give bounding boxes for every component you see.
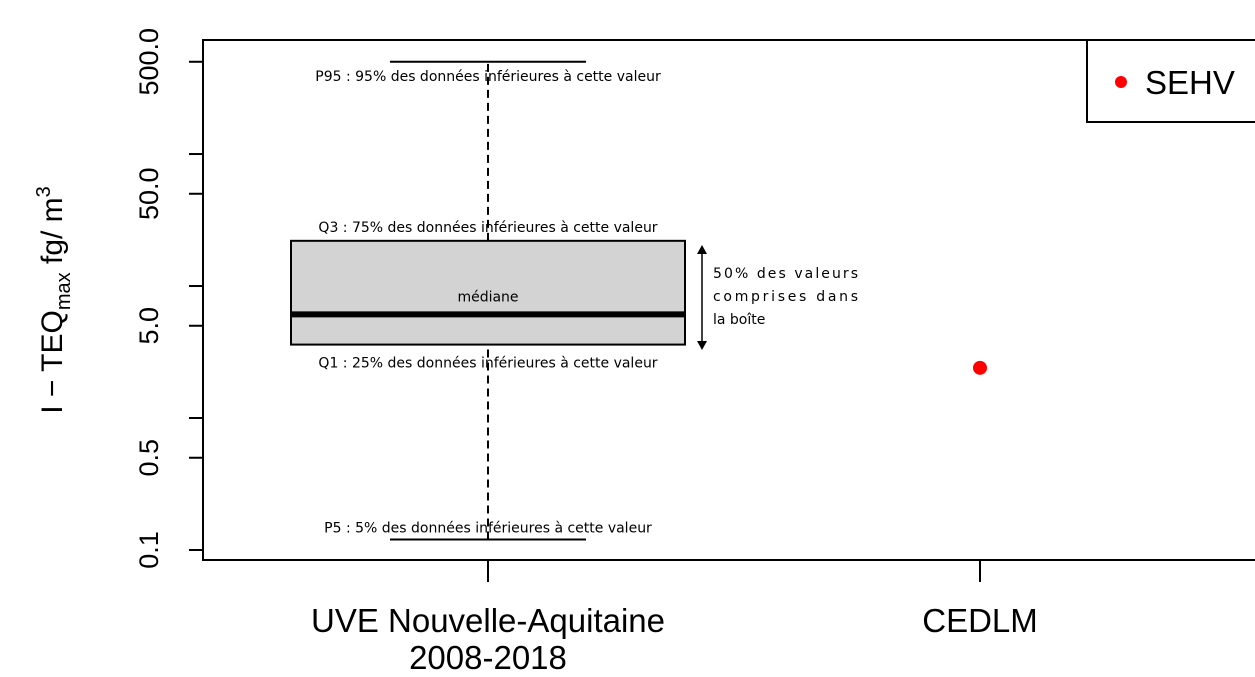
y-tick-label: 0.1 xyxy=(134,531,164,569)
annotation: médiane xyxy=(457,289,518,305)
y-label-sup: 3 xyxy=(33,186,55,197)
annotation: comprises dans xyxy=(713,289,858,305)
box-note-arrow xyxy=(697,245,707,350)
legend-marker xyxy=(1115,76,1127,88)
annotation: Q1 : 25% des données inférieures à cette… xyxy=(318,356,657,372)
y-tick-label: 0.5 xyxy=(134,439,164,477)
y-label-unit: fg/ m xyxy=(36,197,69,272)
x-tick-label: CEDLM xyxy=(922,602,1038,639)
y-label-sub: max xyxy=(53,272,75,310)
annotation: 50% des valeurs xyxy=(713,266,858,282)
y-tick-label: 500.0 xyxy=(134,28,164,96)
x-tick-label: UVE Nouvelle-Aquitaine xyxy=(311,602,665,639)
annotation: Q3 : 75% des données inférieures à cette… xyxy=(318,220,657,236)
y-tick-label: 5.0 xyxy=(134,307,164,345)
y-tick-label: 50.0 xyxy=(134,167,164,220)
annotation: la boîte xyxy=(713,312,765,328)
annotation: P95 : 95% des données inférieures à cett… xyxy=(315,69,661,85)
legend-box xyxy=(1086,39,1255,123)
y-label-main: I − TEQ xyxy=(36,310,69,414)
annotation: P5 : 5% des données inférieures à cette … xyxy=(324,521,652,537)
y-axis-label: I − TEQmax fg/ m3 xyxy=(33,186,75,414)
plot-frame xyxy=(202,39,1255,561)
box xyxy=(290,239,686,346)
point xyxy=(973,360,987,375)
x-tick-label: 2008-2018 xyxy=(409,639,567,676)
legend-label: SEHV xyxy=(1145,64,1235,101)
